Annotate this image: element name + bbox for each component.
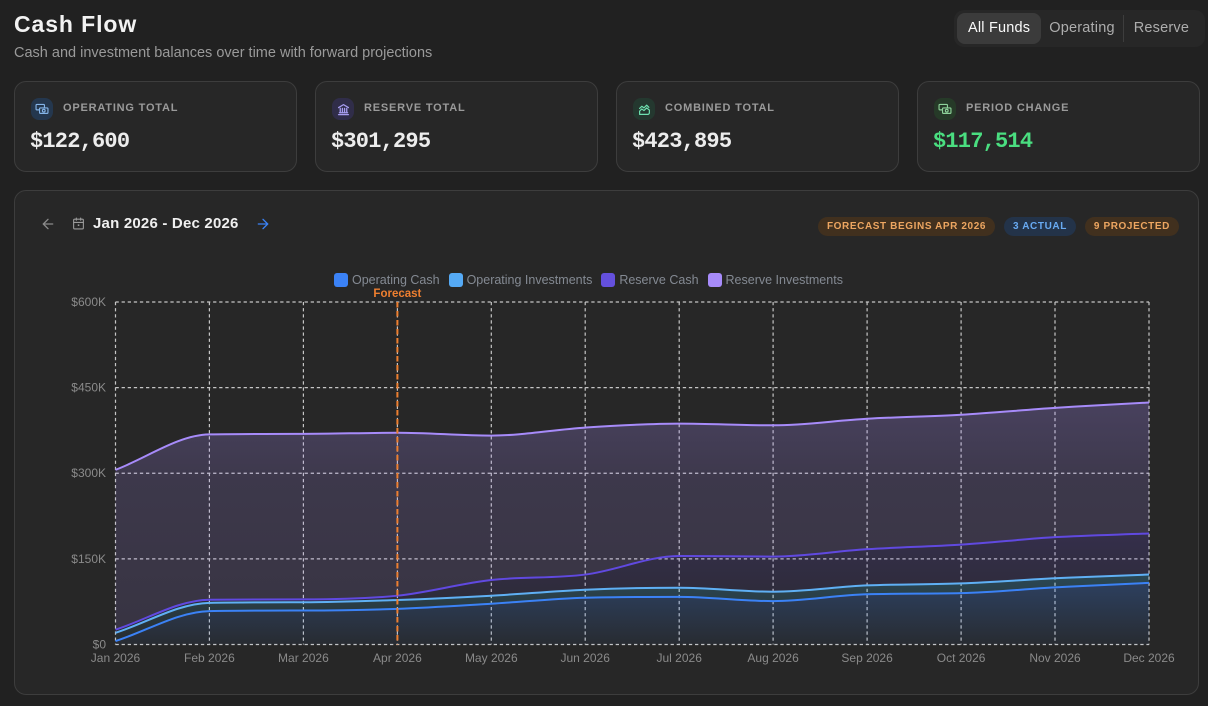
svg-text:Oct 2026: Oct 2026 — [937, 651, 986, 665]
svg-text:Mar 2026: Mar 2026 — [278, 651, 329, 665]
svg-text:$300K: $300K — [71, 466, 106, 480]
svg-text:Nov 2026: Nov 2026 — [1029, 651, 1081, 665]
svg-text:Apr 2026: Apr 2026 — [373, 651, 422, 665]
svg-text:Jun 2026: Jun 2026 — [561, 651, 611, 665]
svg-text:$600K: $600K — [71, 295, 106, 309]
svg-text:Aug 2026: Aug 2026 — [747, 651, 799, 665]
svg-text:May 2026: May 2026 — [465, 651, 518, 665]
svg-text:$0: $0 — [93, 638, 107, 652]
svg-text:$450K: $450K — [71, 381, 106, 395]
svg-text:Jan 2026: Jan 2026 — [91, 651, 141, 665]
svg-text:Feb 2026: Feb 2026 — [184, 651, 235, 665]
svg-text:Sep 2026: Sep 2026 — [841, 651, 893, 665]
svg-text:Dec 2026: Dec 2026 — [1123, 651, 1175, 665]
svg-text:Jul 2026: Jul 2026 — [657, 651, 703, 665]
svg-text:Forecast: Forecast — [373, 288, 421, 300]
svg-text:$150K: $150K — [71, 552, 106, 566]
